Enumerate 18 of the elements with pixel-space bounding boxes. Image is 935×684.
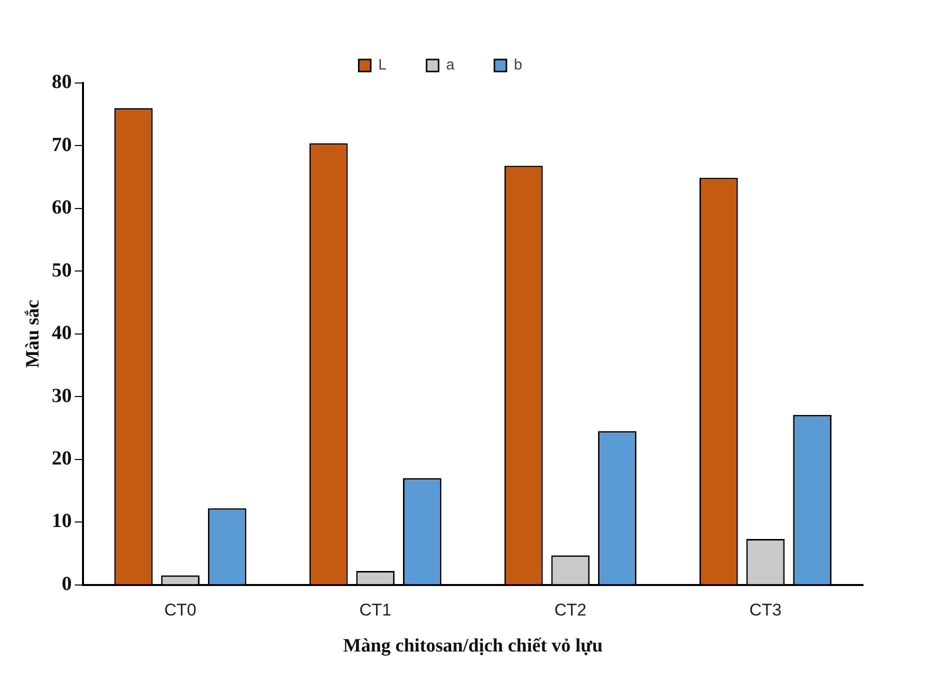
y-tick-label: 20 bbox=[52, 448, 72, 470]
legend-label: b bbox=[514, 56, 522, 74]
y-tick-label: 40 bbox=[52, 322, 72, 344]
x-tick-label: CT3 bbox=[749, 600, 782, 620]
x-tick-label: CT0 bbox=[164, 600, 196, 620]
y-axis-title: Màu sắc bbox=[22, 300, 44, 368]
y-tick-label: 30 bbox=[52, 384, 72, 407]
y-tick-label: 50 bbox=[52, 259, 72, 282]
x-tick-label: CT2 bbox=[554, 600, 586, 620]
y-tick-label: 10 bbox=[52, 510, 72, 532]
legend-label: a bbox=[446, 56, 456, 74]
x-axis-title: Màng chitosan/dịch chiết vỏ lựu bbox=[343, 636, 604, 657]
y-tick-label: 80 bbox=[52, 71, 72, 94]
y-tick-label: 60 bbox=[52, 196, 72, 219]
legend-label: L bbox=[378, 56, 387, 74]
y-tick-label: 0 bbox=[62, 572, 72, 595]
y-tick-label: 70 bbox=[52, 134, 72, 156]
x-tick-label: CT1 bbox=[359, 600, 392, 620]
